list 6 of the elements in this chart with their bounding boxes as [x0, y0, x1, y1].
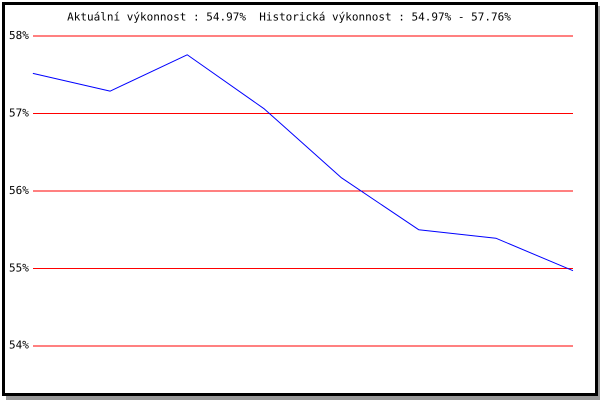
y-tick-label: 57%: [8, 106, 30, 120]
y-tick-label: 55%: [8, 261, 30, 274]
y-tick-label: 54%: [8, 338, 30, 352]
chart-title: Aktuální výkonnost : 54.97% Historická výkonnost : 54.97% - 57.76%: [67, 10, 512, 24]
y-tick-label: 58%: [8, 29, 30, 42]
y-tick-label: 56%: [8, 184, 30, 197]
